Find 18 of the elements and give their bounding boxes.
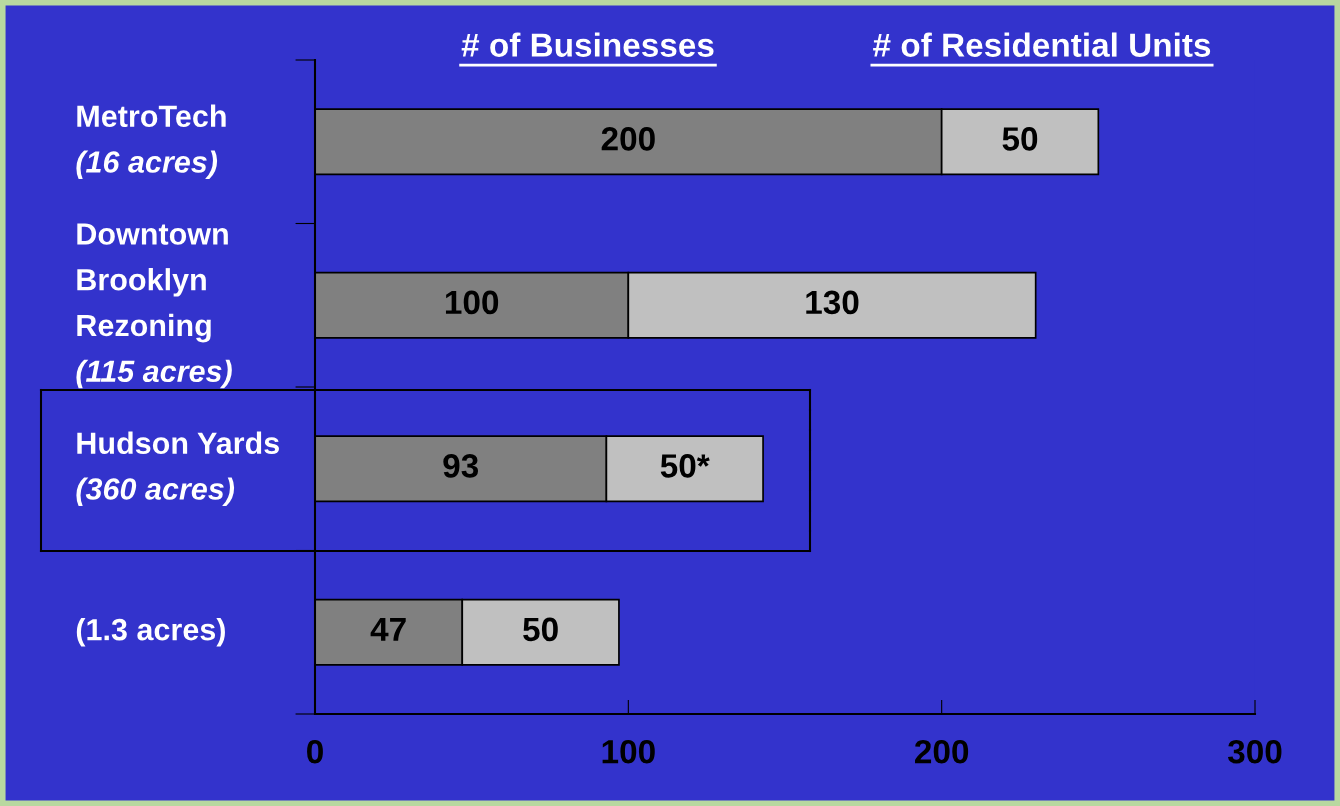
data-label: 200 [601, 127, 655, 151]
data-label: 47 [370, 617, 406, 641]
series-label: # of Businesses [461, 32, 714, 57]
data-label: 50 [1002, 127, 1038, 151]
data-label: 93 [443, 454, 479, 478]
x-tick-label: 300 [1227, 739, 1282, 764]
data-label: 50 [523, 617, 558, 642]
y-tick-label: Hudson Yards (360 acres) [76, 431, 279, 506]
data-label: 100 [445, 290, 499, 315]
data-label: 50* [660, 454, 710, 478]
y-tick-label: MetroTech (16 acres) [76, 104, 226, 179]
x-tick-label: 100 [602, 739, 655, 764]
x-tick-label: 200 [915, 739, 969, 764]
y-tick-label: (1.3 acres) [76, 618, 225, 647]
x-tick-label: 0 [307, 739, 323, 764]
series-label: # of Residential Units [873, 32, 1211, 57]
data-label: 130 [806, 290, 859, 315]
y-tick-label: Downtown Brooklyn Rezoning (115 acres) [76, 223, 232, 389]
